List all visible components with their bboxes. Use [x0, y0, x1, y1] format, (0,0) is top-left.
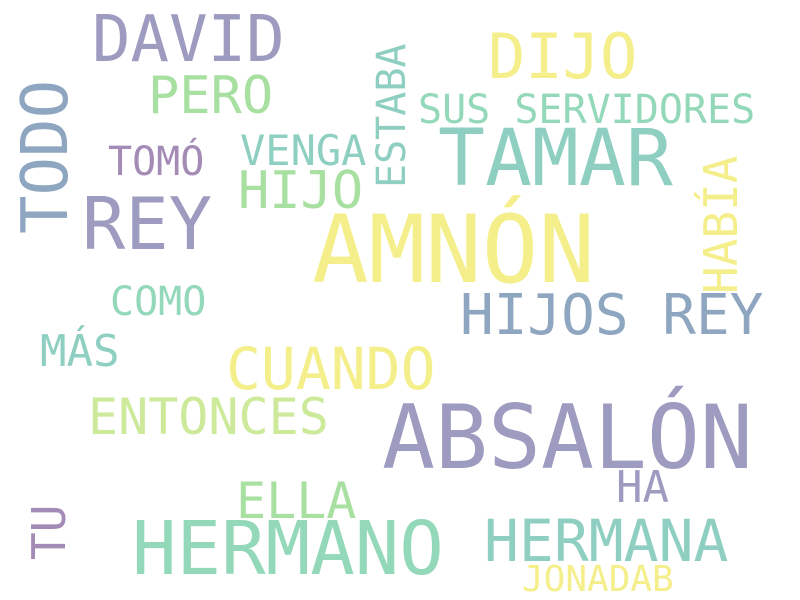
word-entonces: ENTONCES — [88, 388, 329, 446]
word-como: COMO — [110, 279, 207, 325]
word-hijos-rey: HIJOS REY — [460, 283, 764, 348]
word-jonadab: JONADAB — [522, 559, 674, 600]
word-tu: TU — [22, 504, 76, 560]
word-hermana: HERMANA — [484, 507, 729, 575]
word-rey: REY — [82, 182, 213, 266]
word-ella: ELLA — [236, 472, 357, 530]
word-mas: MÁS — [40, 326, 120, 377]
word-tomo: TOMÓ — [108, 139, 205, 185]
word-absalon: ABSALÓN — [382, 386, 753, 489]
word-amnon: AMNÓN — [312, 196, 595, 305]
word-estaba: ESTABA — [369, 43, 415, 189]
word-tamar: TAMAR — [438, 114, 673, 204]
word-sus-servidores: SUS SERVIDORES — [418, 87, 756, 133]
word-ha: HA — [616, 462, 669, 513]
word-dijo: DIJO — [488, 20, 638, 93]
word-todo: TODO — [9, 79, 83, 234]
word-pero: PERO — [148, 66, 274, 126]
word-venga: VENGA — [240, 126, 367, 175]
word-hijo: HIJO — [238, 161, 364, 221]
word-habia: HABÍA — [694, 155, 748, 294]
word-cuando: CUANDO — [226, 335, 436, 403]
word-hermano: HERMANO — [132, 506, 444, 592]
word-david: DAVID — [92, 3, 285, 77]
